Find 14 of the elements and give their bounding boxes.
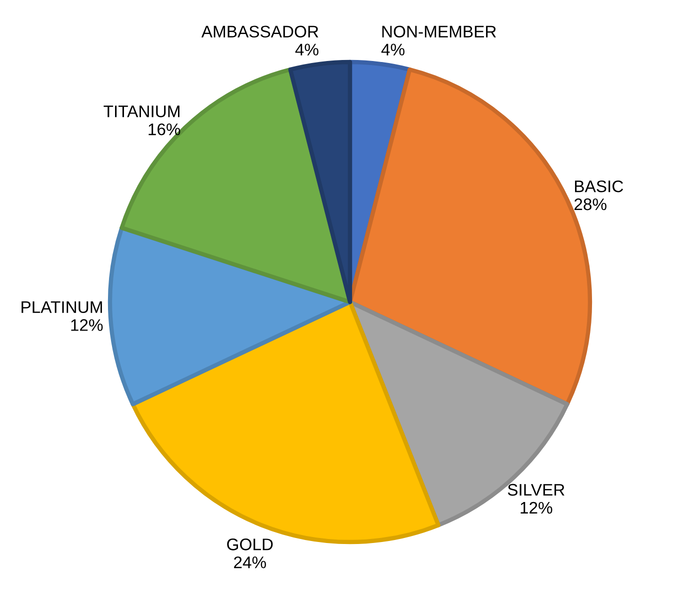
data-label: 12% bbox=[71, 319, 103, 331]
slice-label: GOLD bbox=[227, 538, 273, 550]
slice-label: TITANIUM bbox=[104, 106, 180, 118]
data-label: 4% bbox=[295, 44, 318, 56]
slice-label: PLATINUM bbox=[22, 301, 102, 314]
data-label: 24% bbox=[234, 556, 266, 568]
data-label: 16% bbox=[148, 123, 180, 136]
slice-label: BASIC bbox=[575, 180, 624, 192]
data-label: 12% bbox=[520, 502, 552, 514]
slice-label: AMBASSADOR bbox=[201, 26, 318, 38]
slice-label: SILVER bbox=[508, 484, 564, 496]
data-label: 4% bbox=[381, 44, 404, 56]
slice-label: NON-MEMBER bbox=[382, 26, 496, 38]
data-label: 28% bbox=[574, 198, 606, 210]
